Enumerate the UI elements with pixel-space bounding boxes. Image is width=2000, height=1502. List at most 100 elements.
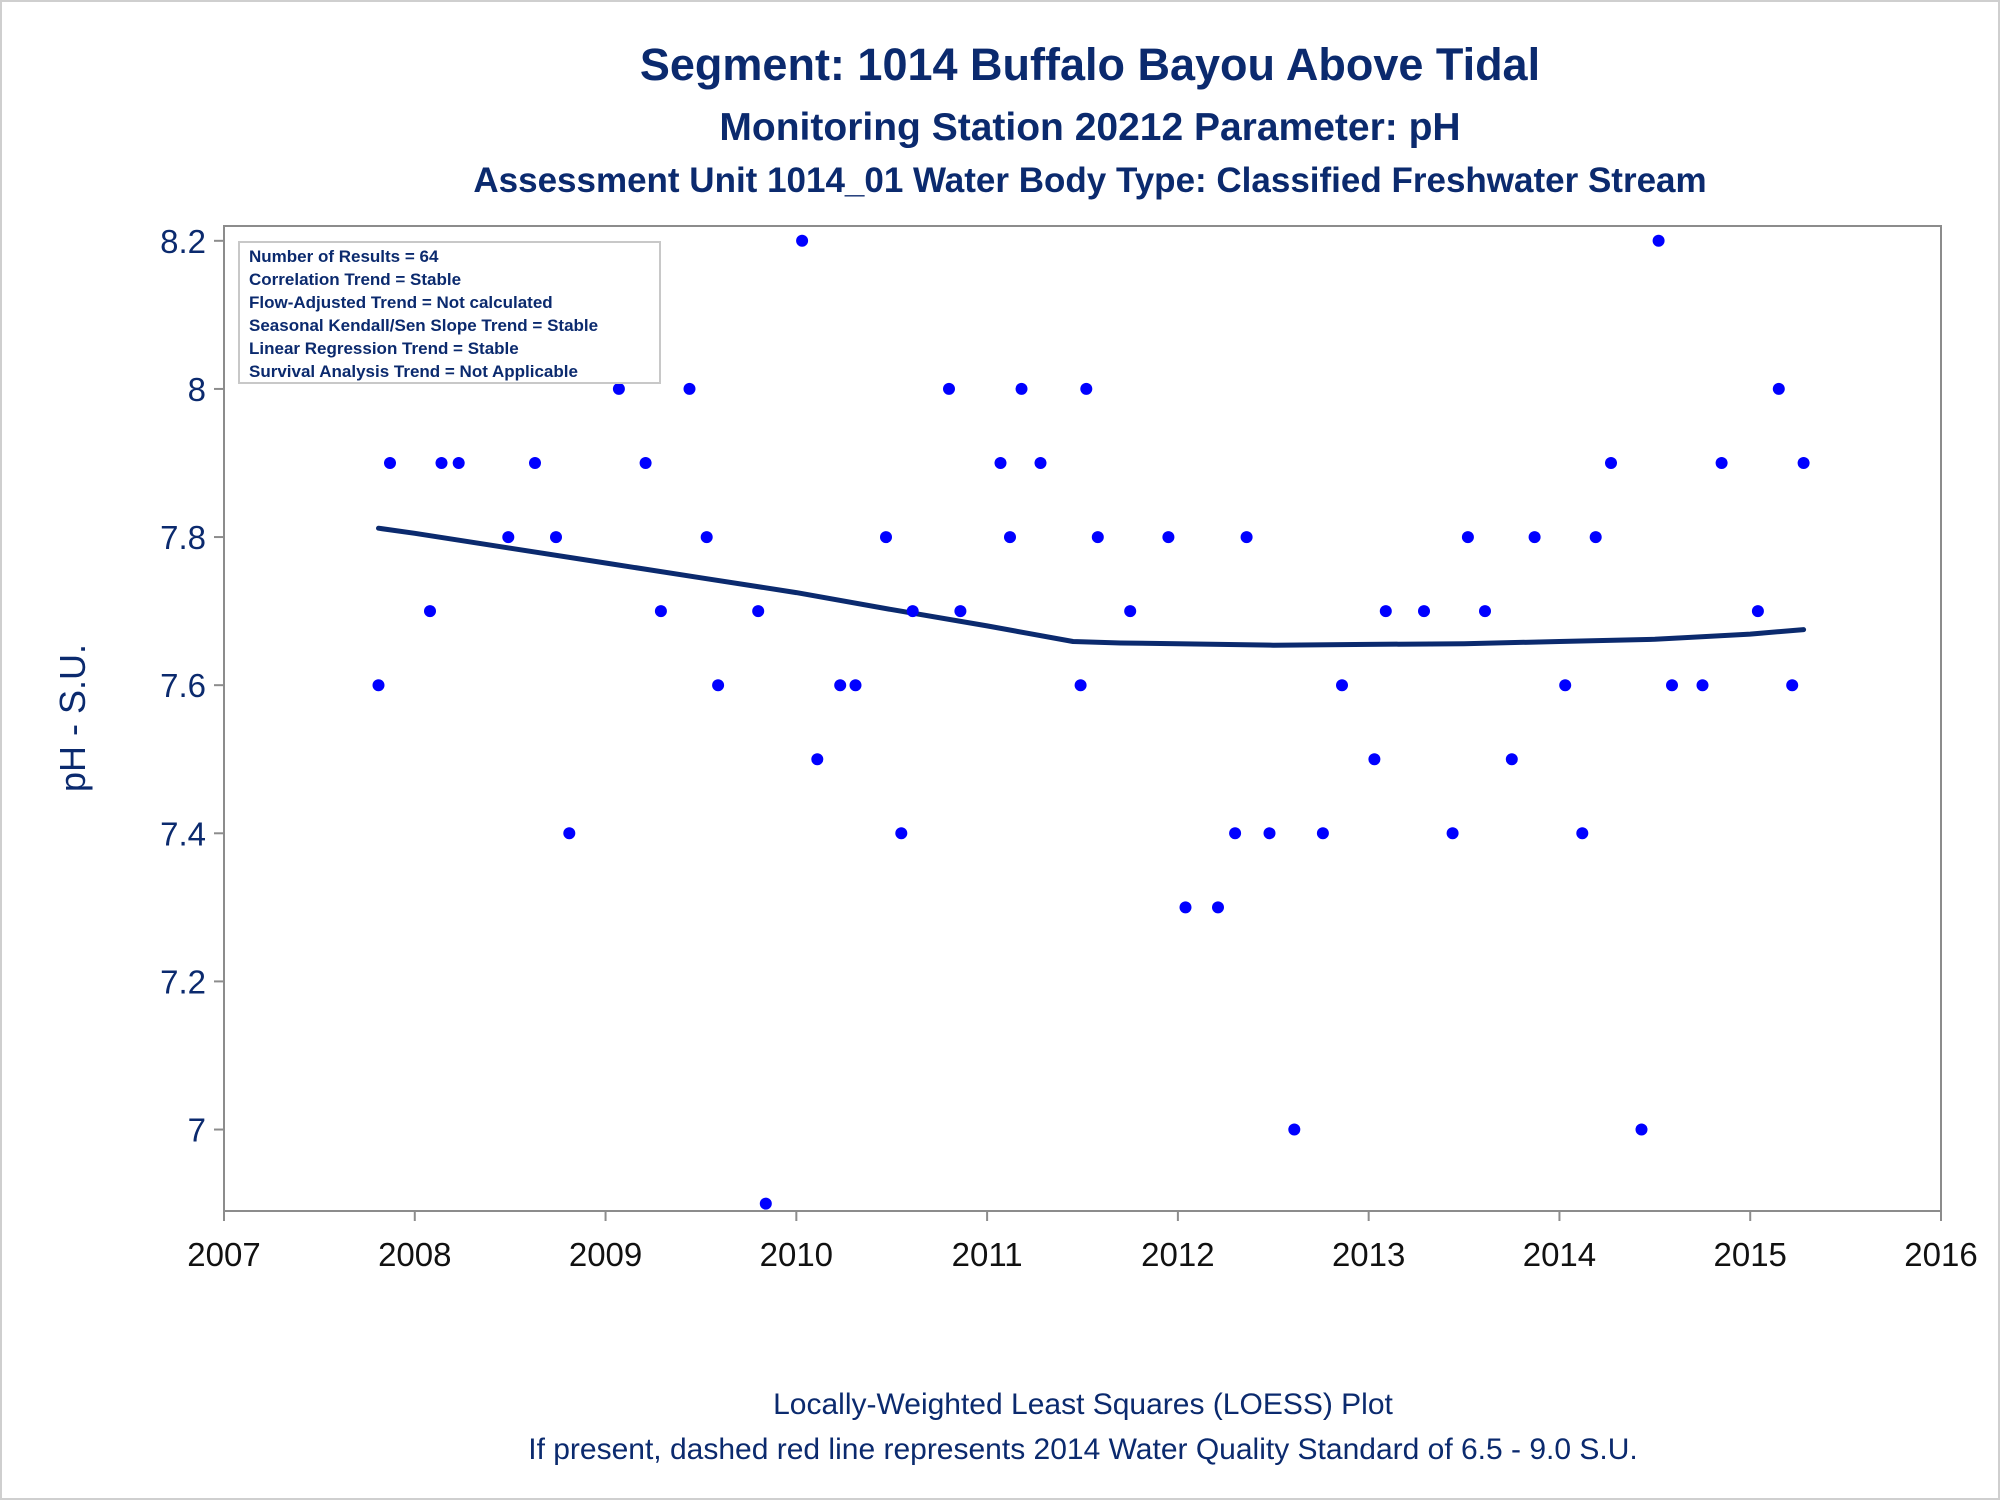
stats-line: Correlation Trend = Stable: [249, 270, 461, 289]
data-point: [1091, 531, 1104, 544]
data-point: [700, 531, 713, 544]
data-point: [1461, 531, 1474, 544]
stats-line: Number of Results = 64: [249, 247, 439, 266]
data-point: [1263, 827, 1276, 840]
data-point: [1797, 457, 1810, 469]
data-point: [759, 1197, 772, 1210]
data-point: [1074, 679, 1087, 692]
x-tick-label: 2012: [1141, 1236, 1214, 1273]
data-point: [796, 234, 809, 247]
x-tick-label: 2007: [187, 1236, 260, 1273]
data-point: [1288, 1123, 1301, 1136]
data-point: [1559, 679, 1572, 692]
data-point: [683, 382, 696, 395]
data-point: [1004, 531, 1016, 544]
y-tick-label: 8.2: [160, 223, 206, 260]
plot-area-frame: [223, 225, 1942, 1212]
stats-line: Survival Analysis Trend = Not Applicable: [249, 362, 578, 381]
y-tick-label: 7.4: [160, 815, 206, 852]
x-tick-label: 2015: [1714, 1236, 1787, 1273]
stats-line: Linear Regression Trend = Stable: [249, 339, 519, 358]
stats-line: Flow-Adjusted Trend = Not calculated: [249, 293, 553, 312]
footnote-2: If present, dashed red line represents 2…: [528, 1433, 1638, 1466]
data-point: [612, 382, 625, 395]
data-point: [1528, 531, 1541, 544]
data-point: [435, 457, 448, 469]
x-tick-label: 2014: [1523, 1236, 1596, 1273]
data-point: [906, 605, 919, 618]
data-point: [424, 605, 436, 618]
data-point: [550, 531, 562, 544]
y-tick-label: 7: [188, 1112, 206, 1149]
data-point: [1316, 827, 1329, 840]
x-tick-label: 2011: [952, 1236, 1023, 1273]
data-point: [1446, 827, 1459, 840]
data-point: [1034, 457, 1047, 469]
x-tick-label: 2013: [1332, 1236, 1405, 1273]
data-point: [384, 457, 396, 469]
data-point: [1336, 679, 1348, 692]
data-point: [372, 679, 385, 692]
data-point: [1696, 679, 1709, 692]
x-tick-label: 2008: [378, 1236, 451, 1273]
data-point: [1124, 605, 1137, 618]
footnote-1: Locally-Weighted Least Squares (LOESS) P…: [773, 1388, 1393, 1421]
data-point: [563, 827, 576, 840]
data-point: [849, 679, 862, 692]
data-point: [943, 382, 955, 395]
data-point: [1080, 382, 1093, 395]
y-tick-label: 7.2: [160, 963, 206, 1000]
data-point: [1786, 679, 1799, 692]
data-point: [654, 605, 667, 618]
data-point: [1715, 457, 1728, 469]
stats-box: Number of Results = 64 Correlation Trend…: [238, 241, 661, 384]
data-point: [811, 753, 824, 766]
data-point: [1576, 827, 1589, 840]
data-point: [1605, 457, 1617, 469]
loess-line: [376, 525, 1807, 648]
data-point: [1162, 531, 1175, 544]
data-point: [1772, 382, 1785, 395]
data-point: [1505, 753, 1518, 766]
y-axis: 7 7.2 7.4 7.6 7.8 8 8.2: [160, 223, 224, 1149]
data-point: [954, 605, 967, 618]
data-point: [1179, 901, 1192, 914]
data-point: [1589, 531, 1602, 544]
y-tick-label: 8: [188, 371, 206, 408]
stats-box-frame: [238, 241, 661, 384]
data-point: [834, 679, 847, 692]
data-point: [1635, 1123, 1648, 1136]
data-point: [452, 457, 465, 469]
x-axis: 2007 2008 2009 2010 2011 2012 2013 2014 2015 2016: [187, 1211, 1978, 1273]
data-point: [1368, 753, 1381, 766]
data-point: [1479, 605, 1491, 618]
data-point: [1240, 531, 1253, 544]
chart-title: Segment: 1014 Buffalo Bayou Above Tidal: [640, 39, 1540, 90]
data-point: [880, 531, 892, 544]
data-point: [529, 457, 541, 469]
data-point: [994, 457, 1007, 469]
data-point: [502, 531, 515, 544]
data-point: [1652, 234, 1665, 247]
points-layer: [372, 234, 1810, 1210]
y-tick-label: 7.8: [160, 519, 206, 556]
y-axis-label: pH - S.U.: [52, 644, 93, 792]
x-tick-label: 2016: [1904, 1236, 1977, 1273]
data-point: [895, 827, 908, 840]
data-point: [1666, 679, 1678, 692]
data-point: [1229, 827, 1242, 840]
loess-layer: [376, 525, 1807, 648]
data-point: [1212, 901, 1224, 914]
x-tick-label: 2009: [569, 1236, 642, 1273]
y-tick-label: 7.6: [160, 667, 206, 704]
data-point: [712, 679, 725, 692]
x-tick-label: 2010: [760, 1236, 833, 1273]
stats-line: Seasonal Kendall/Sen Slope Trend = Stabl…: [249, 316, 598, 335]
data-point: [1751, 605, 1764, 618]
chart-subtitle: Monitoring Station 20212 Parameter: pH: [719, 106, 1460, 149]
chart-subtitle-2: Assessment Unit 1014_01 Water Body Type:…: [473, 161, 1706, 200]
data-point: [1379, 605, 1392, 618]
data-point: [1015, 382, 1028, 395]
